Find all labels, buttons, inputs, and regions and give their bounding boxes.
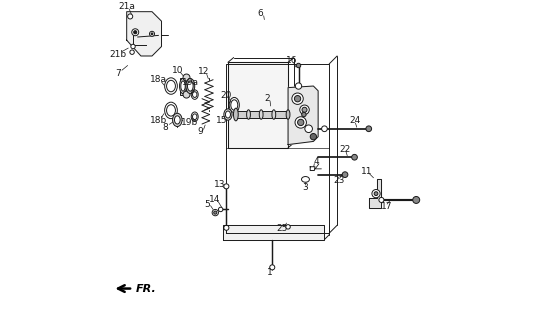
Bar [236, 111, 288, 118]
Ellipse shape [166, 80, 175, 92]
Circle shape [302, 112, 306, 117]
Text: 14: 14 [209, 196, 220, 204]
Bar [228, 62, 288, 148]
Text: 10: 10 [172, 66, 183, 75]
Circle shape [128, 14, 133, 19]
Circle shape [366, 126, 372, 132]
Circle shape [305, 125, 312, 132]
Bar [180, 77, 187, 95]
Ellipse shape [193, 114, 197, 120]
Text: 8: 8 [163, 123, 169, 132]
Circle shape [310, 133, 317, 140]
Circle shape [300, 105, 309, 115]
Circle shape [351, 154, 357, 160]
Text: 18a: 18a [150, 75, 167, 84]
Polygon shape [369, 180, 381, 208]
Text: 21b: 21b [110, 50, 127, 59]
Circle shape [372, 189, 380, 198]
Text: 3: 3 [302, 183, 308, 192]
Text: 6: 6 [258, 9, 263, 18]
Ellipse shape [166, 105, 175, 116]
Ellipse shape [173, 113, 182, 126]
Ellipse shape [272, 110, 276, 119]
Ellipse shape [183, 74, 190, 81]
Ellipse shape [174, 116, 180, 124]
Ellipse shape [186, 78, 195, 94]
Circle shape [374, 192, 378, 196]
Text: 19a: 19a [181, 78, 198, 87]
Circle shape [212, 210, 218, 216]
Ellipse shape [181, 81, 185, 91]
Circle shape [151, 33, 153, 35]
Circle shape [270, 265, 275, 270]
Text: 7: 7 [115, 69, 121, 78]
Circle shape [342, 172, 348, 178]
Circle shape [130, 50, 134, 54]
Ellipse shape [187, 81, 193, 91]
Ellipse shape [224, 109, 232, 120]
Ellipse shape [302, 177, 309, 182]
Circle shape [295, 83, 302, 89]
Circle shape [286, 225, 291, 229]
Text: 11: 11 [362, 167, 373, 176]
Text: 25: 25 [276, 224, 287, 233]
Polygon shape [223, 225, 324, 239]
Text: 1: 1 [267, 268, 273, 277]
Circle shape [224, 225, 229, 230]
Circle shape [218, 207, 223, 212]
Text: 22: 22 [339, 145, 350, 154]
Text: 20: 20 [220, 91, 232, 100]
Ellipse shape [180, 78, 187, 94]
Text: 4: 4 [314, 157, 319, 166]
Text: 19b: 19b [181, 118, 198, 127]
Circle shape [292, 93, 303, 104]
Circle shape [134, 31, 137, 34]
Circle shape [224, 184, 229, 189]
Circle shape [322, 126, 327, 132]
Circle shape [297, 119, 304, 125]
Text: 16: 16 [286, 56, 297, 65]
Ellipse shape [193, 92, 197, 97]
Circle shape [132, 29, 139, 36]
Text: 17: 17 [381, 202, 393, 211]
Ellipse shape [233, 108, 238, 121]
Text: 13: 13 [213, 180, 225, 188]
Circle shape [149, 31, 155, 36]
Text: FR.: FR. [136, 284, 157, 293]
Ellipse shape [247, 110, 250, 119]
Text: 9: 9 [197, 127, 203, 136]
Text: 24: 24 [349, 116, 360, 125]
Circle shape [296, 63, 301, 68]
Circle shape [213, 211, 217, 214]
Text: 12: 12 [198, 67, 209, 76]
Circle shape [294, 96, 301, 102]
Text: 2: 2 [264, 94, 270, 103]
Circle shape [131, 44, 135, 49]
Polygon shape [127, 12, 162, 56]
Text: 21a: 21a [118, 3, 135, 12]
Circle shape [412, 196, 419, 204]
Polygon shape [288, 86, 318, 145]
Ellipse shape [286, 110, 290, 119]
Text: 23: 23 [333, 176, 345, 186]
Ellipse shape [183, 91, 190, 98]
Circle shape [379, 197, 384, 203]
Circle shape [295, 117, 307, 128]
Ellipse shape [231, 100, 238, 110]
Text: 15: 15 [216, 116, 227, 125]
Ellipse shape [225, 111, 231, 118]
Ellipse shape [259, 110, 263, 119]
Text: 5: 5 [204, 200, 210, 209]
Text: 18b: 18b [150, 116, 167, 125]
Circle shape [302, 107, 307, 112]
